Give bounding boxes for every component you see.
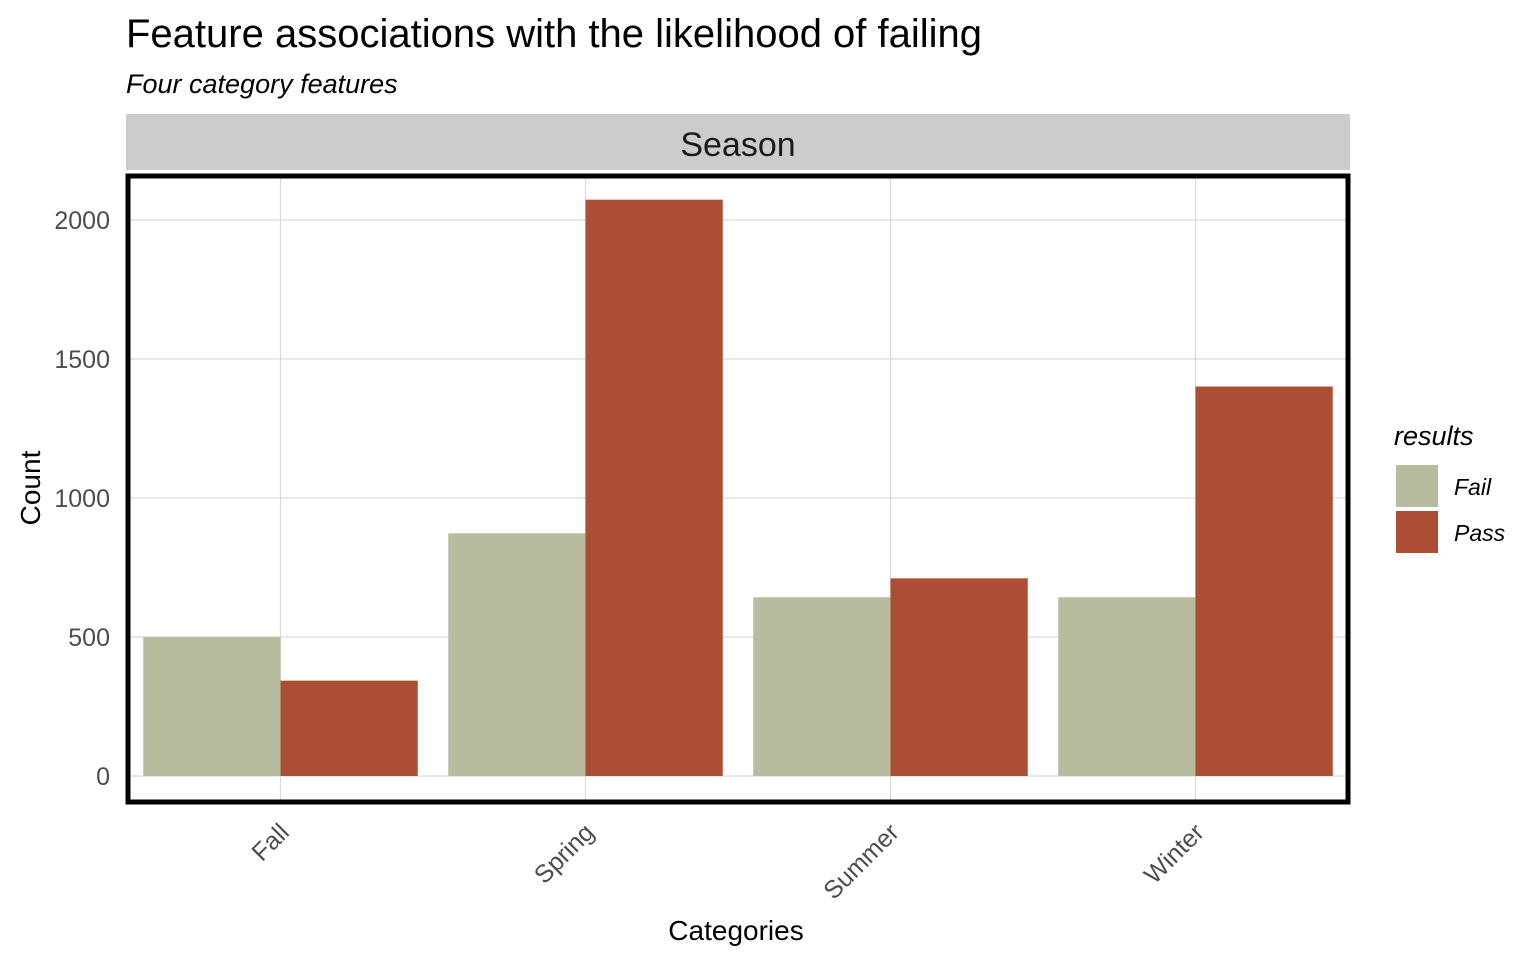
x-tick-label: Winter (1139, 818, 1210, 889)
chart-title: Feature associations with the likelihood… (126, 12, 982, 56)
bars (143, 199, 1333, 776)
bar-pass-spring (585, 199, 723, 776)
legend-label-pass: Pass (1454, 520, 1506, 546)
bar-pass-summer (890, 578, 1028, 776)
legend-items: Fail Pass (1396, 465, 1506, 553)
x-tick-label: Fall (246, 818, 294, 866)
y-tick-label: 500 (68, 624, 110, 652)
bar-pass-winter (1195, 386, 1333, 776)
x-axis-title: Categories (668, 915, 803, 946)
x-tick-label: Spring (529, 818, 600, 889)
y-tick-label: 1000 (54, 485, 110, 513)
legend-key-fail (1396, 465, 1438, 507)
bar-fail-winter (1058, 597, 1196, 776)
legend-label-fail: Fail (1454, 474, 1492, 500)
facet-strip (126, 114, 1350, 170)
panel-border (125, 173, 1351, 805)
chart-subtitle: Four category features (126, 69, 398, 99)
legend-title: results (1394, 421, 1474, 451)
legend: results Fail Pass (1394, 421, 1506, 553)
y-tick-labels: 0 500 1000 1500 2000 (54, 207, 110, 791)
bar-fail-spring (448, 533, 586, 776)
y-tick-label: 1500 (54, 346, 110, 374)
x-tick-label: Summer (818, 818, 905, 905)
bar-fail-summer (753, 597, 891, 776)
bar-fail-fall (143, 637, 281, 776)
facet-label: Season (680, 126, 795, 164)
legend-key-pass (1396, 511, 1438, 553)
y-axis-title: Count (15, 450, 46, 525)
y-tick-label: 2000 (54, 207, 110, 235)
x-tick-labels: Fall Spring Summer Winter (246, 818, 1209, 905)
y-tick-label: 0 (96, 763, 110, 791)
bar-pass-fall (280, 680, 418, 776)
